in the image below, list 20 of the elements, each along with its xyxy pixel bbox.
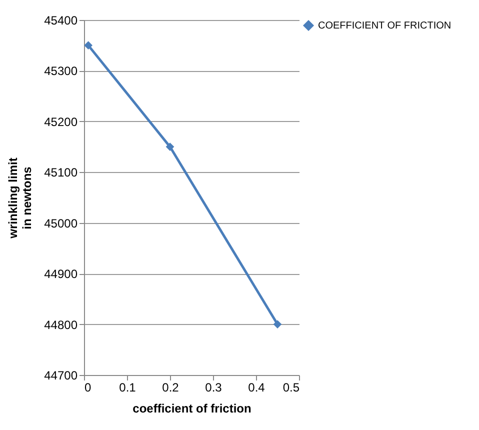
- y-tick-label: 45000: [44, 216, 78, 230]
- x-tick-label: 0: [84, 380, 92, 394]
- y-tick-label: 45400: [44, 14, 78, 28]
- x-tick-label: 0.2: [162, 380, 180, 394]
- y-tick-label: 44800: [44, 318, 78, 332]
- x-tick-label: 0.3: [205, 380, 222, 394]
- point: [166, 142, 174, 151]
- point: [273, 320, 282, 328]
- x-axis-title: coefficient of friction: [132, 402, 252, 416]
- x-tick-label: 0.4: [248, 380, 266, 394]
- x-tick-label: 0.5: [282, 380, 300, 394]
- y-tick-label: 45100: [44, 166, 78, 180]
- legend-label: COEFFICIENT OF FRICTION: [318, 20, 452, 32]
- y-tick-label: 44900: [44, 267, 78, 282]
- y-tick-label: 45200: [44, 114, 78, 129]
- y-tick-label: 45300: [44, 64, 78, 78]
- y-axis-title: wrinkling limit in newtons: [6, 158, 34, 240]
- point: [84, 41, 92, 50]
- y-tick-label: 44700: [44, 368, 78, 382]
- x-tick-label: 0.1: [119, 380, 136, 394]
